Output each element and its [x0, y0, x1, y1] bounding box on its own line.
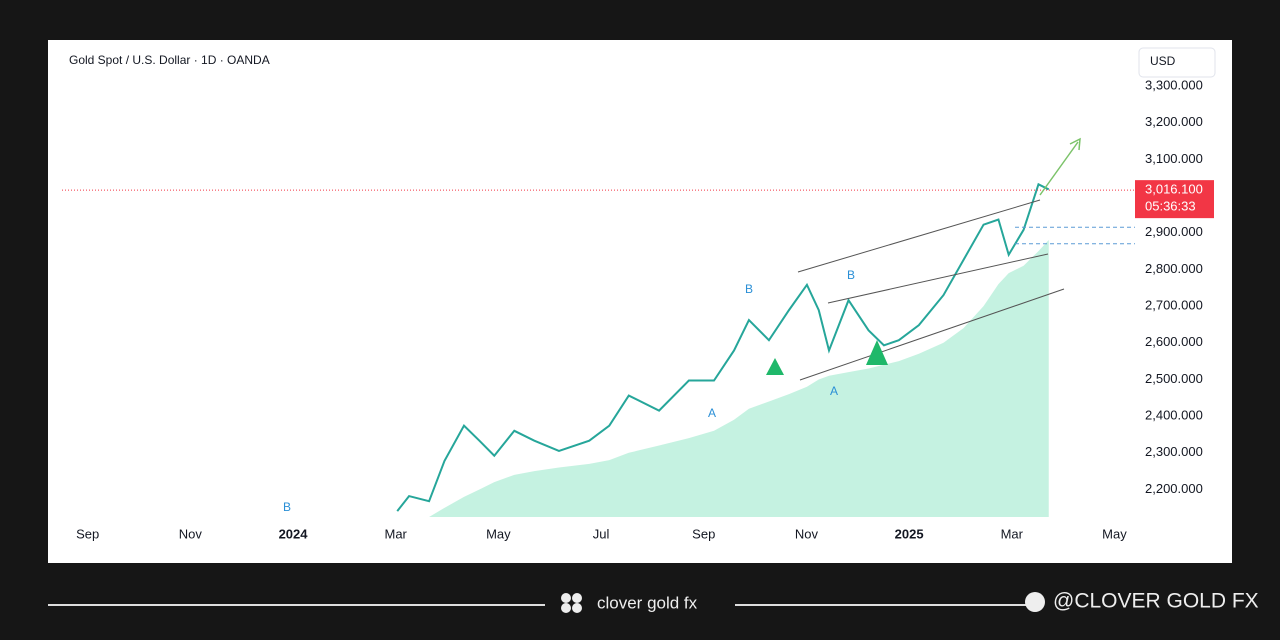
x-tick-label: May	[486, 526, 511, 541]
x-tick-label: Sep	[692, 526, 715, 541]
arrow	[1039, 141, 1079, 196]
y-tick-label: 3,100.000	[1145, 151, 1203, 166]
y-tick-label: 2,400.000	[1145, 408, 1203, 423]
brand: clover gold fx	[597, 593, 698, 612]
x-tick-label: Nov	[179, 526, 203, 541]
y-tick-label: 2,500.000	[1145, 371, 1203, 386]
chart-title: Gold Spot / U.S. Dollar · 1D · OANDA	[69, 53, 270, 67]
y-tick-label: 2,800.000	[1145, 261, 1203, 276]
y-tick-label: 3,300.000	[1145, 77, 1203, 92]
clover-icon	[561, 593, 582, 613]
trend-line	[827, 253, 1049, 304]
x-tick-label: Sep	[76, 526, 99, 541]
wave-label: B	[283, 500, 291, 514]
trend-line	[797, 199, 1041, 273]
y-tick-label: 2,600.000	[1145, 334, 1203, 349]
wave-label: A	[708, 406, 716, 420]
signal	[766, 340, 888, 375]
facebook-icon	[1025, 592, 1045, 612]
currency: USD	[1150, 54, 1176, 68]
x-tick-label: Mar	[1001, 526, 1024, 541]
wave-label: B	[745, 282, 753, 296]
x-tick-label: 2024	[279, 526, 309, 541]
countdown: 05:36:33	[1145, 199, 1196, 214]
currency-box	[1138, 47, 1216, 78]
wave-label: A	[830, 384, 838, 398]
y-tick-label: 2,200.000	[1145, 481, 1203, 496]
handle: @CLOVER GOLD FX	[1053, 590, 1259, 613]
arrow-head	[1069, 137, 1081, 151]
x-tick-label: 2025	[895, 526, 924, 541]
price-line	[396, 182, 1050, 512]
y-tick-label: 3,200.000	[1145, 114, 1203, 129]
price-label: 3,016.100	[1145, 182, 1203, 197]
y-tick-label: 2,700.000	[1145, 298, 1203, 313]
x-tick-label: May	[1102, 526, 1127, 541]
x-tick-label: Jul	[593, 526, 610, 541]
cloud-area	[397, 240, 1049, 517]
trend-line	[799, 288, 1065, 381]
y-tick-label: 2,300.000	[1145, 444, 1203, 459]
wave-label: B	[847, 268, 855, 282]
y-tick-label: 2,900.000	[1145, 224, 1203, 239]
x-tick-label: Mar	[385, 526, 408, 541]
x-tick-label: Nov	[795, 526, 819, 541]
price-tag	[1135, 180, 1214, 219]
